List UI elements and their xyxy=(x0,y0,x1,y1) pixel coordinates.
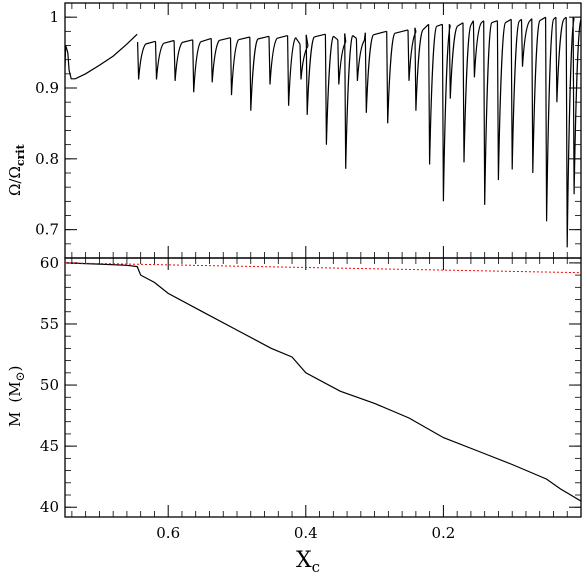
sun-symbol-icon: ⊙ xyxy=(13,371,27,381)
omega-dip xyxy=(531,18,541,174)
omega-dip xyxy=(287,35,297,106)
mass-panel: 40 45 50 55 60 0.6 0.4 0.2 xyxy=(40,254,582,542)
omega-ytick-label: 1 xyxy=(49,8,59,26)
mass-xtick-label: 0.2 xyxy=(431,524,455,542)
omega-panel: 0.7 0.8 0.9 1 xyxy=(35,2,582,259)
mass-ylabel-unit: (M xyxy=(6,381,24,402)
omega-rise xyxy=(539,16,546,22)
omega-dip xyxy=(386,31,396,124)
mass-ytick-label: 50 xyxy=(40,376,59,394)
omega-dip xyxy=(268,36,278,85)
x-axis-label-sub: c xyxy=(312,558,320,574)
mass-series-1 xyxy=(65,262,581,274)
omega-dip xyxy=(154,41,165,80)
omega-dip xyxy=(414,27,424,111)
omega-ylabel: Ω/Ωcrit xyxy=(6,143,27,196)
omega-rise xyxy=(491,20,498,24)
omega-dip xyxy=(572,17,581,195)
omega-rise xyxy=(145,40,156,45)
omega-rise xyxy=(238,36,250,41)
omega-ytick-label: 0.9 xyxy=(35,79,59,97)
omega-ytick-label: 0.7 xyxy=(35,221,59,239)
omega-dip xyxy=(355,38,365,81)
omega-dip xyxy=(520,19,531,67)
omega-rise xyxy=(295,37,301,45)
omega-dip xyxy=(210,38,220,83)
omega-dip xyxy=(344,33,354,169)
mass-ytick-label: 60 xyxy=(40,254,59,272)
mass-frame xyxy=(64,257,582,518)
mass-ytick-label: 55 xyxy=(40,315,59,333)
omega-rise xyxy=(314,33,326,38)
omega-rise xyxy=(422,23,430,31)
omega-frame xyxy=(64,2,582,259)
omega-dip xyxy=(229,37,240,96)
omega-dip xyxy=(324,34,334,145)
omega-series-0 xyxy=(65,33,138,80)
mass-ylabel-main: M xyxy=(6,412,24,427)
mass-ylabel-unit-end: ) xyxy=(6,366,24,372)
omega-dip xyxy=(305,34,315,115)
omega-dip xyxy=(299,44,309,80)
mass-series-0 xyxy=(65,262,581,502)
omega-dip xyxy=(510,19,520,170)
mass-ytick-label: 40 xyxy=(40,498,59,516)
omega-rise xyxy=(373,30,387,36)
omega-rise xyxy=(352,35,357,39)
omega-dip xyxy=(555,17,565,103)
mass-ytick-label: 45 xyxy=(40,437,59,455)
omega-rise xyxy=(333,35,339,41)
x-axis-label: Xc xyxy=(296,548,320,574)
omega-rise xyxy=(505,18,512,24)
omega-rise xyxy=(276,35,288,39)
omega-rise xyxy=(163,39,175,44)
omega-ylabel-main: Ω/Ω xyxy=(6,166,24,196)
omega-dip xyxy=(496,20,506,181)
x-axis-label-main: X xyxy=(296,548,312,573)
omega-rise xyxy=(456,22,464,27)
omega-rise xyxy=(257,35,270,40)
omega-dip xyxy=(448,24,458,99)
omega-dip xyxy=(428,24,438,165)
mass-xtick-label: 0.4 xyxy=(294,524,318,542)
omega-rise xyxy=(200,37,212,43)
omega-ylabel-sub: crit xyxy=(14,143,27,166)
omega-dip xyxy=(364,32,374,113)
omega-rise xyxy=(219,37,231,41)
omega-dip xyxy=(192,39,202,93)
omega-dip xyxy=(173,40,183,81)
mass-xtick-label: 0.6 xyxy=(156,524,180,542)
omega-ytick-label: 0.8 xyxy=(35,150,59,168)
omega-rise xyxy=(436,23,443,27)
omega-dip xyxy=(137,41,147,80)
omega-dip xyxy=(545,17,555,222)
omega-dip xyxy=(249,36,259,111)
omega-dip xyxy=(472,20,482,78)
omega-rise xyxy=(394,29,409,34)
omega-dip xyxy=(462,22,472,163)
omega-rise xyxy=(181,39,193,44)
omega-dip xyxy=(483,20,493,205)
mass-ylabel: M (M⊙) xyxy=(6,366,27,428)
